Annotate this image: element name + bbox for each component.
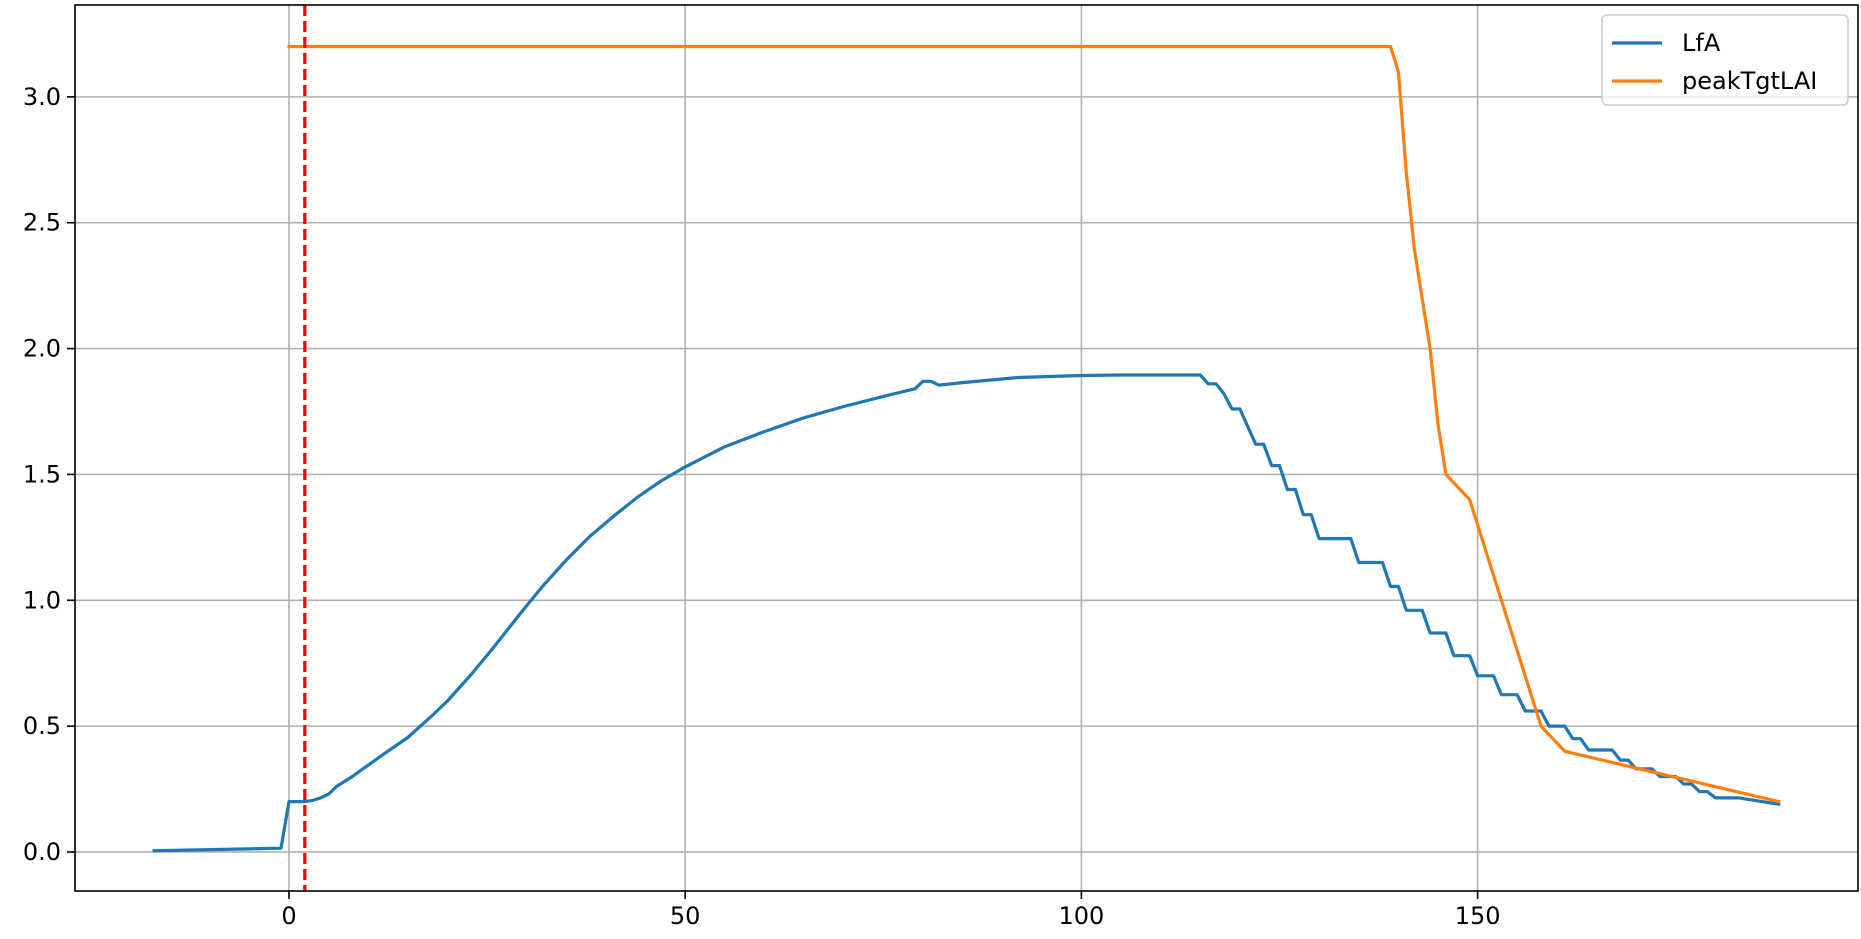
y-tick-label: 0.5: [23, 712, 61, 740]
axes-frame: [74, 4, 1859, 892]
y-tick-label: 3.0: [23, 83, 61, 111]
y-tick-label: 2.5: [23, 209, 61, 237]
x-tick-label: 50: [670, 902, 701, 930]
axis-ticks: 0 50 100 150 0.0 0.5 1.0 1.5 2.0 2.5 3.0: [23, 83, 1501, 930]
series-line-lfa: [152, 373, 1781, 853]
legend-label: peakTgtLAI: [1682, 67, 1817, 95]
series-lines: [152, 44, 1781, 853]
x-tick-label: 150: [1455, 902, 1501, 930]
legend-box: [1601, 14, 1849, 106]
legend-label: LfA: [1682, 29, 1721, 57]
x-tick-label: 0: [281, 902, 296, 930]
x-tick-label: 100: [1058, 902, 1104, 930]
y-tick-label: 1.5: [23, 460, 61, 488]
legend: LfA peakTgtLAI: [1601, 14, 1849, 106]
series-line-peaktgtlai: [287, 44, 1781, 804]
grid-lines: [75, 5, 1858, 891]
y-tick-label: 1.0: [23, 586, 61, 614]
y-tick-label: 2.0: [23, 335, 61, 363]
y-tick-label: 0.0: [23, 838, 61, 866]
